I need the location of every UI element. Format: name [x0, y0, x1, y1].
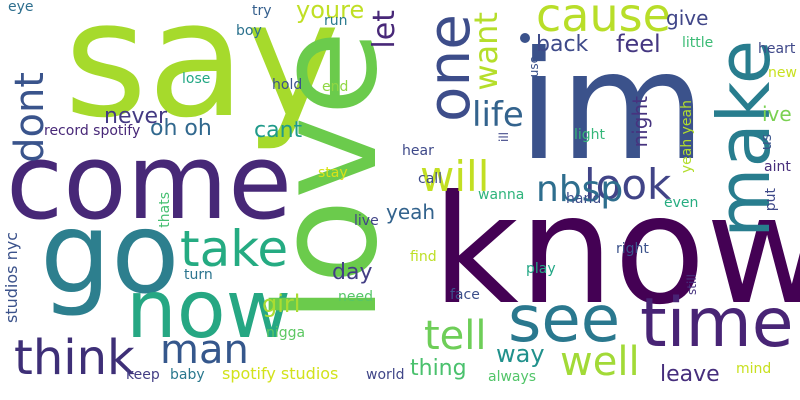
word-still: still: [685, 274, 699, 295]
word-take: take: [180, 220, 289, 278]
word-hand: hand: [566, 191, 602, 207]
word-go: go: [40, 189, 180, 319]
word-girl: girl: [262, 290, 301, 318]
word-play: play: [526, 261, 556, 277]
dot: [520, 33, 530, 43]
word-now: now: [126, 263, 292, 356]
word-come: come: [6, 121, 293, 243]
word-always: always: [488, 369, 537, 385]
word-world: world: [366, 367, 405, 383]
word-man: man: [160, 327, 249, 373]
word-day: day: [332, 260, 373, 285]
word-im: im: [518, 20, 706, 194]
word-keep: keep: [126, 367, 160, 383]
word-record-spotify: record spotify: [44, 123, 141, 139]
word-will: will: [420, 152, 490, 201]
word-nigga: nigga: [266, 325, 306, 341]
word-aint: aint: [764, 159, 791, 175]
word-yeah: yeah: [386, 200, 436, 224]
word-end: end: [322, 79, 349, 95]
word-run: run: [324, 13, 348, 29]
word-thats: thats: [157, 192, 173, 228]
word-studios-nyc: studios nyc: [2, 232, 21, 323]
word-hold: hold: [272, 77, 303, 93]
word-heart: heart: [758, 41, 796, 57]
word-leave: leave: [660, 362, 720, 387]
word-us: us: [759, 134, 775, 151]
word-try: try: [252, 3, 272, 19]
word-light: light: [574, 127, 606, 143]
word-new: new: [768, 65, 797, 81]
word-oh-oh: oh oh: [150, 116, 212, 141]
word-right: right: [616, 241, 649, 257]
word-stay: stay: [318, 165, 348, 181]
word-night: night: [628, 96, 652, 148]
word-nbsp: nbsp: [536, 169, 624, 210]
word-put: put: [763, 188, 779, 212]
word-see: see: [508, 283, 621, 357]
word-turn: turn: [184, 267, 213, 283]
word-well: well: [560, 339, 640, 385]
word-know: know: [432, 164, 800, 338]
word-look: look: [584, 160, 672, 209]
word-need: need: [338, 289, 373, 305]
word-cause: cause: [536, 0, 671, 42]
word-want: want: [467, 12, 505, 91]
word-hear: hear: [402, 143, 434, 159]
word-yeah-yeah: yeah yeah: [679, 100, 695, 174]
word-use: use: [527, 56, 541, 78]
word-baby: baby: [170, 367, 205, 383]
word-ive: ive: [762, 102, 792, 126]
word-give: give: [666, 6, 709, 30]
word-back: back: [536, 32, 589, 57]
word-never: never: [104, 104, 168, 129]
word-live: live: [354, 213, 379, 229]
word-spotify-studios: spotify studios: [222, 364, 339, 383]
word-feel: feel: [616, 30, 661, 58]
word-time: time: [640, 284, 794, 363]
word-let: let: [367, 10, 402, 49]
word-mind: mind: [736, 361, 772, 377]
word-life: life: [472, 95, 524, 135]
word-boy: boy: [236, 23, 262, 39]
word-lose: lose: [182, 71, 211, 87]
word-even: even: [664, 195, 699, 211]
word-ill: ill: [497, 132, 511, 143]
word-cant: cant: [254, 118, 303, 143]
word-way: way: [496, 340, 545, 368]
word-think: think: [14, 330, 135, 386]
word-wanna: wanna: [478, 187, 525, 203]
word-little: little: [682, 35, 714, 51]
word-youre: youre: [296, 0, 365, 24]
word-tell: tell: [424, 313, 487, 359]
word-call: call: [418, 171, 443, 187]
word-eye: eye: [8, 0, 34, 15]
word-thing: thing: [410, 356, 467, 381]
word-dont: dont: [7, 72, 53, 163]
word-face: face: [450, 287, 480, 303]
word-say: say: [64, 0, 341, 153]
word-find: find: [410, 249, 437, 265]
